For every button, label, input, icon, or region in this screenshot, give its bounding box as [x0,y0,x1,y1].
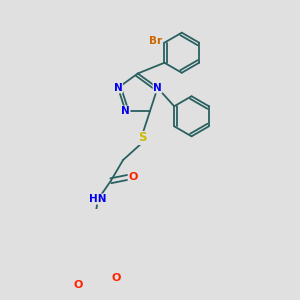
Text: N: N [121,106,130,116]
Text: Br: Br [149,37,162,46]
Text: HN: HN [89,194,106,204]
Text: N: N [153,83,162,93]
Text: O: O [73,280,83,290]
Text: O: O [128,172,138,182]
Text: O: O [111,273,121,283]
Text: N: N [114,83,122,93]
Text: S: S [138,131,147,145]
